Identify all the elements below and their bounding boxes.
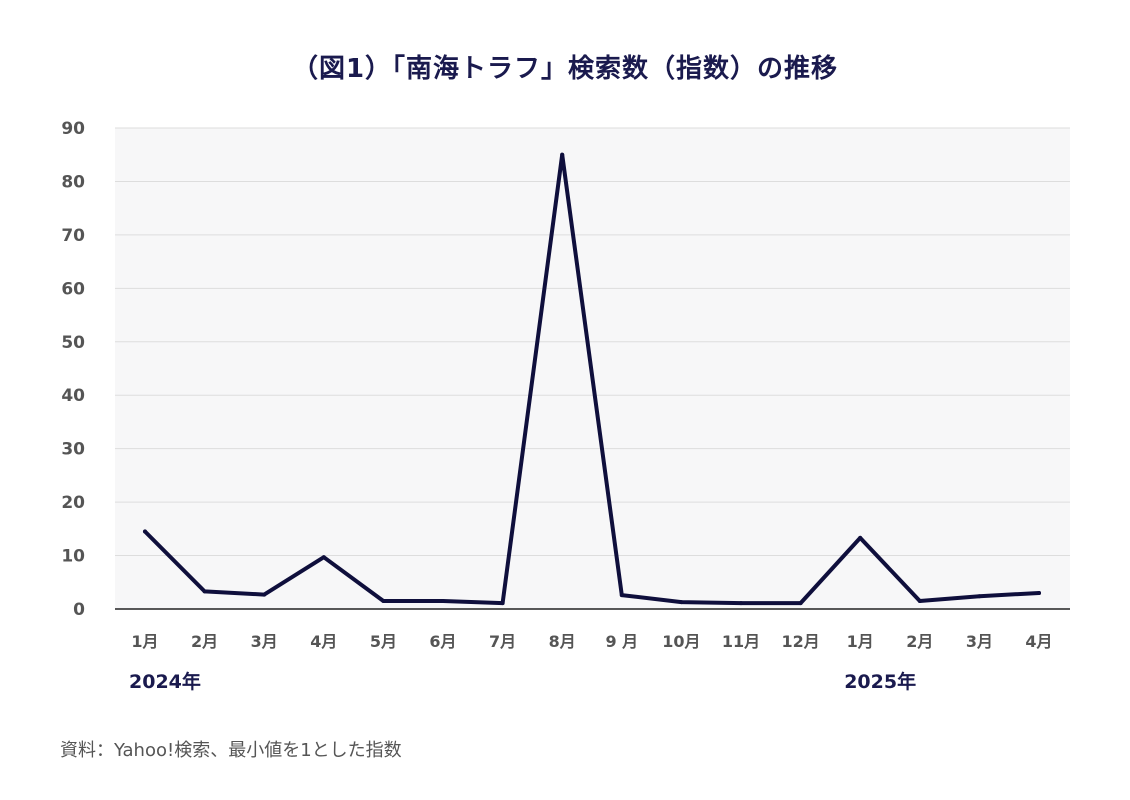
data-point <box>977 594 982 599</box>
y-tick-label: 10 <box>61 547 85 567</box>
chart-title: （図1）「南海トラフ」検索数（指数）の推移 <box>291 54 839 84</box>
data-point <box>262 592 267 597</box>
source-note: 資料：Yahoo!検索、最小値を1とした指数 <box>60 740 402 761</box>
data-point <box>500 601 505 606</box>
x-axis-ticks: 1月 2月 3月 4月 5月 6月 7月 8月 9 月 10月 11月 12月 1月 2月 3月 4月 <box>131 632 1052 651</box>
y-axis-ticks: 0 10 20 30 40 50 60 70 80 90 <box>61 119 85 620</box>
x-tick-label: 11月 <box>722 632 760 651</box>
x-tick-label: 9 月 <box>605 632 638 651</box>
data-point <box>143 529 147 534</box>
data-point <box>679 600 684 605</box>
gridlines <box>115 127 1070 557</box>
series-group <box>143 152 1041 606</box>
data-point <box>381 599 386 603</box>
data-point <box>917 599 922 603</box>
y-tick-label: 30 <box>61 440 85 460</box>
y-tick-label: 70 <box>61 226 85 246</box>
y-tick-label: 20 <box>61 493 85 513</box>
data-point <box>619 593 624 598</box>
year-label: 2024年 <box>129 670 201 693</box>
data-point <box>858 535 863 540</box>
year-label: 2025年 <box>844 670 916 693</box>
y-tick-label: 50 <box>61 333 85 353</box>
x-tick-label: 8月 <box>549 632 576 651</box>
data-point <box>441 599 445 603</box>
y-tick-label: 60 <box>61 279 85 299</box>
data-point <box>739 601 743 606</box>
x-tick-label: 3月 <box>966 632 993 651</box>
x-tick-label: 7月 <box>489 632 516 651</box>
y-tick-label: 40 <box>61 386 85 406</box>
data-point <box>321 555 326 560</box>
data-point <box>202 589 207 594</box>
y-tick-label: 80 <box>61 172 85 192</box>
x-tick-label: 1月 <box>847 632 874 651</box>
x-tick-label: 2月 <box>906 632 933 651</box>
x-tick-label: 10月 <box>662 632 700 651</box>
y-tick-label: 0 <box>73 600 85 620</box>
x-tick-label: 1月 <box>131 632 158 651</box>
y-tick-label: 90 <box>61 119 85 139</box>
x-tick-label: 2月 <box>191 632 218 651</box>
x-tick-label: 3月 <box>251 632 278 651</box>
x-tick-label: 5月 <box>370 632 397 651</box>
x-tick-label: 4月 <box>310 632 337 651</box>
x-tick-label: 6月 <box>429 632 456 651</box>
year-labels: 2024年 2025年 <box>129 670 916 693</box>
x-tick-label: 12月 <box>781 632 819 651</box>
series-line <box>143 152 1041 606</box>
data-point <box>560 152 565 157</box>
data-point <box>798 601 803 606</box>
data-point <box>1037 591 1041 595</box>
x-tick-label: 4月 <box>1025 632 1052 651</box>
